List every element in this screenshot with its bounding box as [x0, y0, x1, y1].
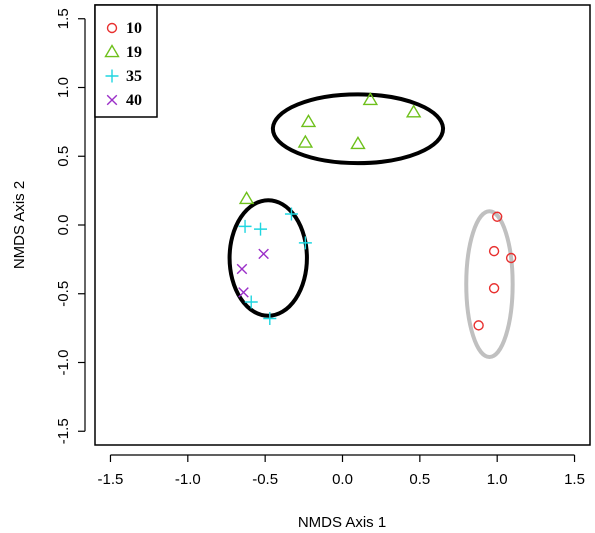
y-tick-label: 0.5 [55, 146, 72, 167]
x-tick-label: 0.5 [409, 471, 430, 488]
y-tick-label: -0.5 [55, 281, 72, 307]
y-tick-label: -1.5 [55, 418, 72, 444]
point-10-5 [473, 320, 484, 331]
y-tick-label: -1.0 [55, 350, 72, 376]
legend-marker-19 [104, 44, 120, 58]
y-axis: -1.5 -1.0 -0.5 0.0 0.5 1.0 1.5 [55, 8, 86, 444]
legend: 10 19 35 40 [94, 4, 158, 118]
legend-box [94, 4, 158, 118]
legend-label-10: 10 [126, 20, 142, 37]
plot-frame [94, 4, 591, 446]
point-19-3 [300, 113, 317, 128]
x-tick-label: 0.0 [332, 471, 353, 488]
legend-label-19: 19 [126, 44, 142, 61]
group-ellipse-3 [464, 209, 515, 359]
legend-label-40: 40 [126, 92, 142, 109]
point-19-6 [238, 190, 255, 205]
group-ellipse-1 [270, 92, 446, 166]
legend-marker-40 [106, 94, 118, 106]
point-40-2 [258, 248, 269, 260]
point-10-2 [488, 245, 500, 257]
point-35-6 [263, 312, 277, 325]
point-35-5 [244, 295, 258, 309]
y-axis-title: NMDS Axis 2 [11, 181, 28, 269]
point-40-1 [236, 263, 248, 275]
point-35-4 [298, 236, 312, 250]
y-tick-label: 0.0 [55, 215, 72, 236]
x-tick-label: -1.5 [98, 471, 124, 488]
point-10-1 [491, 211, 503, 222]
point-19-5 [350, 135, 366, 150]
point-40-3 [238, 287, 249, 298]
point-35-3 [254, 222, 268, 236]
legend-marker-35 [105, 69, 119, 83]
point-19-2 [405, 104, 422, 118]
data-points [236, 91, 517, 331]
x-axis: -1.5 -1.0 -0.5 0.0 0.5 1.0 1.5 [98, 454, 585, 488]
legend-marker-10 [106, 22, 118, 34]
legend-label-35: 35 [126, 68, 142, 85]
point-10-3 [505, 252, 517, 264]
x-tick-label: 1.0 [487, 471, 508, 488]
y-tick-label: 1.5 [55, 8, 72, 29]
x-tick-label: -0.5 [252, 471, 278, 488]
x-tick-label: 1.5 [564, 471, 585, 488]
group-ellipses [227, 92, 515, 359]
point-19-4 [297, 134, 314, 148]
point-19-1 [362, 91, 379, 106]
x-axis-title: NMDS Axis 1 [298, 514, 386, 531]
point-35-1 [284, 207, 298, 221]
group-ellipse-2 [227, 198, 309, 318]
point-35-2 [238, 219, 252, 233]
y-tick-label: 1.0 [55, 77, 72, 98]
x-tick-label: -1.0 [175, 471, 201, 488]
point-10-4 [488, 283, 500, 294]
